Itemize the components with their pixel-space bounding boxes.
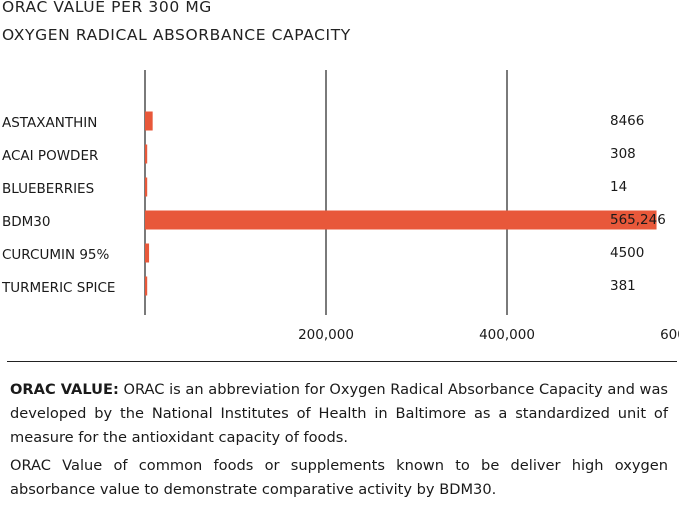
chart-subtitle: OXYGEN RADICAL ABSORBANCE CAPACITY (2, 26, 351, 44)
bar (145, 210, 657, 230)
chart-title: ORAC VALUE PER 300 MG (2, 0, 212, 16)
value-label: 14 (610, 179, 627, 195)
bar (145, 144, 148, 164)
value-label: 308 (610, 146, 636, 162)
x-tick-label: 600,000 (660, 327, 679, 343)
category-label: CURCUMIN 95% (2, 247, 110, 263)
bar (145, 243, 150, 263)
divider (7, 361, 677, 362)
orac-definition-text: ORAC is an abbreviation for Oxygen Radic… (10, 381, 669, 446)
value-label: 8466 (610, 113, 644, 129)
orac-bar-chart: 200,000400,000600,000800,0001,000,000AST… (1, 70, 679, 343)
value-label: 381 (610, 278, 636, 294)
category-label: BDM30 (2, 214, 50, 230)
category-label: ASTAXANTHIN (2, 115, 97, 131)
bar (145, 177, 148, 197)
bar (145, 276, 148, 296)
orac-definition: ORAC VALUE: ORAC is an abbreviation for … (10, 378, 668, 450)
category-label: ACAI POWDER (2, 148, 98, 164)
value-label: 565,246 (610, 212, 666, 228)
category-label: BLUEBERRIES (2, 181, 94, 197)
bar (145, 111, 153, 131)
orac-note: ORAC Value of common foods or supplement… (10, 457, 668, 498)
value-label: 4500 (610, 245, 644, 261)
orac-term: ORAC VALUE: (10, 381, 119, 398)
category-label: TURMERIC SPICE (1, 280, 115, 296)
x-tick-label: 200,000 (298, 327, 354, 343)
x-tick-label: 400,000 (479, 327, 535, 343)
